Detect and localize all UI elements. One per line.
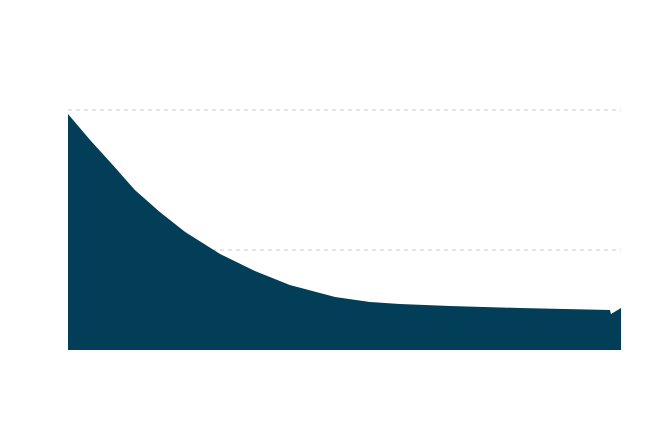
area-series	[68, 114, 621, 350]
area-series-1	[68, 114, 621, 350]
